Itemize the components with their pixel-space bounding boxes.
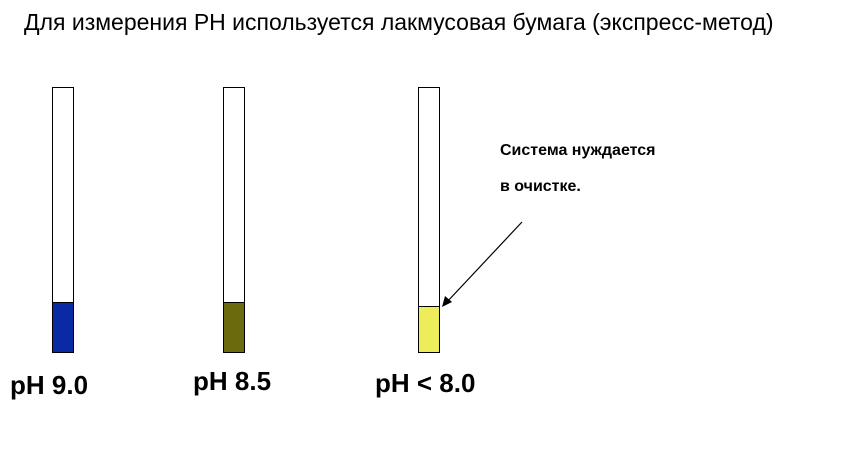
annotation-line: Система нуждается xyxy=(500,142,656,159)
litmus-strip-fill xyxy=(224,301,244,352)
annotation-note: Система нуждается в очистке. xyxy=(500,133,655,205)
litmus-strip-fill xyxy=(53,301,73,352)
litmus-strip-ph-9 xyxy=(52,87,74,353)
ph-label: pH < 8.0 xyxy=(375,368,476,398)
page-title: Для измерения PH используется лакмусовая… xyxy=(24,9,774,35)
ph-label: pH 9.0 xyxy=(10,370,89,400)
arrow-head-icon xyxy=(442,296,452,307)
annotation-line: в очистке. xyxy=(500,178,581,195)
litmus-strip-fill xyxy=(419,305,439,352)
arrow-line xyxy=(445,221,523,304)
litmus-strip-ph-8-5 xyxy=(223,87,245,353)
ph-label: pH 8.5 xyxy=(193,366,272,396)
litmus-strip-ph-below-8 xyxy=(418,87,440,353)
